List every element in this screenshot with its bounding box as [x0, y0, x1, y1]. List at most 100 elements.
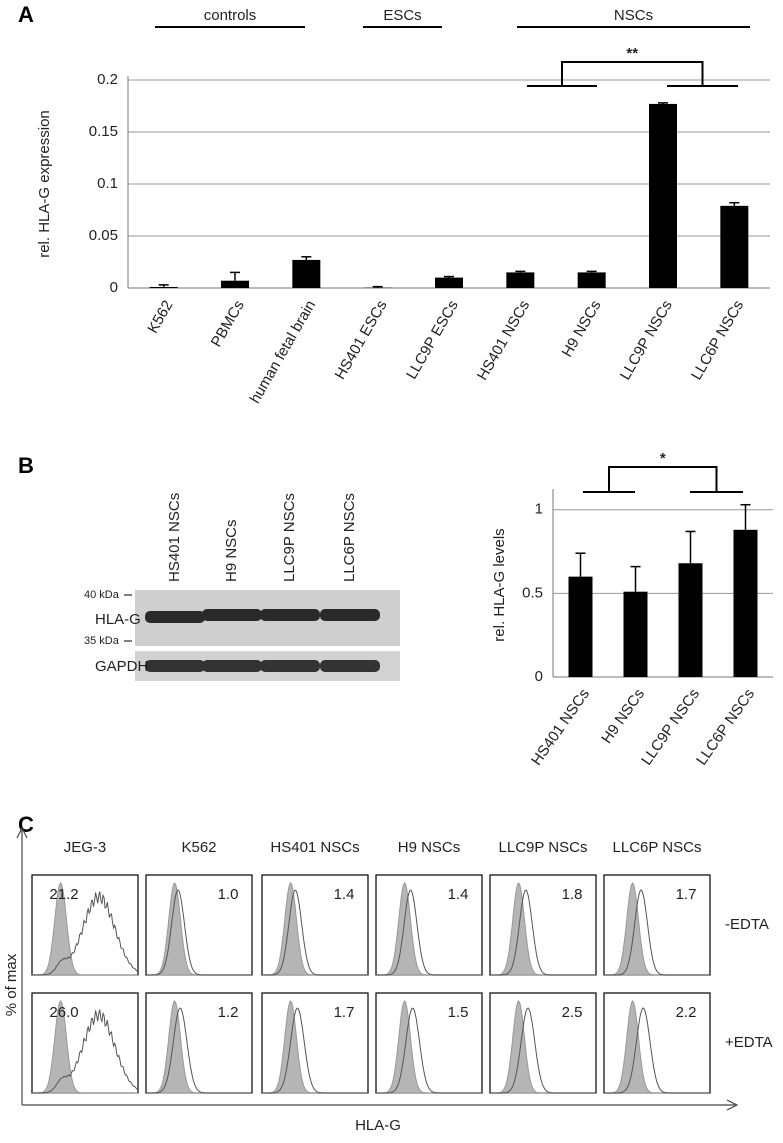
x-tick-label: HS401 ESCs: [332, 297, 391, 382]
group-label: controls: [204, 7, 257, 24]
lane-label: LLC9P NSCs: [281, 493, 298, 582]
hla-g-histogram: [604, 1007, 710, 1094]
row-label: +EDTA: [725, 1034, 773, 1051]
bar: [623, 591, 648, 677]
row-label: HLA-G: [95, 611, 141, 628]
percentage-label: 26.0: [49, 1004, 78, 1021]
panel-label: C: [18, 812, 34, 837]
isotype-histogram: [32, 882, 138, 976]
bar: [149, 286, 178, 288]
y-tick-label: 0: [110, 279, 118, 296]
x-tick-label: H9 NSCs: [598, 686, 648, 747]
band: [202, 660, 262, 672]
row-label: GAPDH: [95, 658, 148, 675]
bar: [506, 272, 535, 288]
y-tick-label: 0.2: [97, 71, 118, 88]
x-tick-label: LLC9P ESCs: [403, 297, 462, 382]
bar: [292, 259, 321, 288]
band: [320, 660, 380, 672]
y-tick-label: 1: [535, 501, 543, 518]
bar: [568, 576, 593, 677]
y-axis-label: rel. HLA-G expression: [36, 110, 53, 258]
marker-label: 40 kDa: [84, 589, 120, 601]
histogram-frame: [31, 992, 139, 1094]
x-tick-label: K562: [144, 297, 176, 336]
y-arrow: [16, 826, 28, 1105]
bar: [577, 272, 606, 288]
hla-g-histogram: [262, 889, 368, 976]
row-label: -EDTA: [725, 916, 769, 933]
bar: [678, 563, 703, 677]
lane-label: LLC6P NSCs: [341, 493, 358, 582]
bar: [733, 529, 758, 677]
y-axis-label: % of max: [3, 953, 20, 1016]
x-tick-label: LLC9P NSCs: [638, 686, 703, 769]
bar: [720, 205, 749, 288]
percentage-label: 1.4: [334, 886, 355, 903]
panel-label: B: [18, 453, 34, 478]
x-tick-label: HS401 NSCs: [474, 297, 533, 383]
lane-label: HS401 NSCs: [166, 493, 183, 582]
percentage-label: 2.5: [562, 1004, 583, 1021]
group-label: ESCs: [383, 7, 421, 24]
band: [145, 660, 205, 672]
column-label: LLC9P NSCs: [499, 839, 588, 856]
column-label: JEG-3: [64, 839, 107, 856]
band: [145, 611, 205, 623]
hla-g-histogram: [146, 1007, 252, 1094]
band: [260, 660, 320, 672]
x-tick-label: human fetal brain: [247, 297, 320, 406]
hla-g-histogram: [32, 1009, 139, 1094]
percentage-label: 1.0: [218, 886, 239, 903]
percentage-label: 1.8: [562, 886, 583, 903]
percentage-label: 1.7: [334, 1004, 355, 1021]
y-tick-label: 0.15: [89, 123, 118, 140]
y-tick-label: 0: [535, 668, 543, 685]
percentage-label: 1.2: [218, 1004, 239, 1021]
band: [320, 609, 380, 621]
histogram-frame: [31, 874, 139, 976]
y-tick-label: 0.5: [522, 584, 543, 601]
hla-g-histogram: [32, 891, 139, 976]
panel-label: A: [18, 2, 34, 27]
percentage-label: 2.2: [676, 1004, 697, 1021]
column-label: K562: [181, 839, 216, 856]
bar: [649, 103, 677, 288]
hla-g-histogram: [262, 1007, 368, 1094]
column-label: LLC6P NSCs: [613, 839, 702, 856]
significance: **: [626, 45, 638, 62]
x-axis-label: HLA-G: [355, 1117, 401, 1134]
marker-label: 35 kDa: [84, 635, 120, 647]
hla-g-histogram: [490, 1007, 596, 1094]
percentage-label: 1.7: [676, 886, 697, 903]
hla-g-histogram: [376, 889, 482, 976]
bar: [435, 277, 463, 288]
isotype-histogram: [32, 1000, 138, 1094]
hla-g-histogram: [604, 889, 710, 976]
y-tick-label: 0.05: [89, 227, 118, 244]
percentage-label: 21.2: [49, 886, 78, 903]
percentage-label: 1.4: [448, 886, 469, 903]
x-arrow: [22, 1099, 739, 1111]
y-tick-label: 0.1: [97, 175, 118, 192]
bar: [221, 280, 249, 288]
x-tick-label: LLC9P NSCs: [617, 297, 676, 383]
hla-g-histogram: [146, 889, 252, 976]
bracket: [561, 61, 704, 86]
x-tick-label: HS401 NSCs: [528, 686, 593, 769]
x-tick-label: PBMCs: [208, 297, 248, 350]
significance: *: [660, 450, 666, 467]
bracket: [608, 466, 718, 492]
x-tick-label: LLC6P NSCs: [693, 686, 758, 769]
y-axis-label: rel. HLA-G levels: [491, 528, 508, 641]
x-tick-label: LLC6P NSCs: [688, 297, 747, 383]
hla-g-histogram: [376, 1007, 482, 1094]
column-label: HS401 NSCs: [270, 839, 359, 856]
x-tick-label: H9 NSCs: [559, 297, 605, 360]
band: [202, 609, 262, 621]
hla-g-histogram: [490, 889, 596, 976]
lane-label: H9 NSCs: [223, 519, 240, 582]
column-label: H9 NSCs: [398, 839, 461, 856]
group-label: NSCs: [614, 7, 653, 24]
